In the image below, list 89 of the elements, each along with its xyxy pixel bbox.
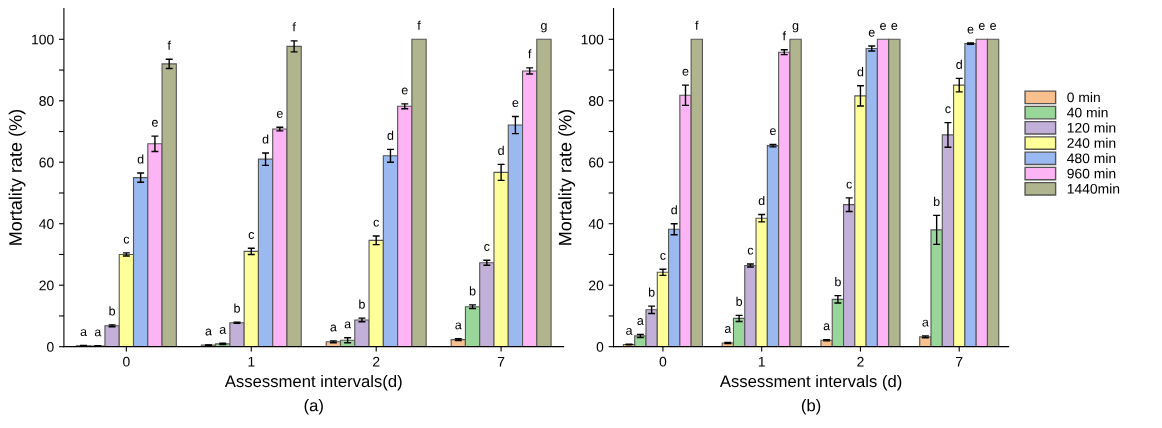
data-label: d: [262, 134, 269, 144]
data-label: a: [455, 322, 462, 330]
legend-label: 1440min: [1067, 183, 1120, 194]
data-label: d: [498, 145, 504, 155]
data-label: c: [484, 244, 490, 251]
y-tick-label: 100: [32, 34, 54, 45]
legend-label: 480 min: [1067, 153, 1116, 164]
data-label: d: [671, 205, 677, 215]
text: (a): [304, 399, 323, 415]
legend-label: 960 min: [1067, 168, 1116, 179]
y-axis-title: Mortality rate (%): [558, 110, 576, 245]
data-label: b: [469, 286, 476, 296]
data-label: e: [151, 119, 158, 127]
data-label: e: [512, 100, 519, 108]
data-label: f: [782, 31, 787, 41]
data-label: f: [695, 20, 699, 30]
data-label: a: [626, 327, 633, 335]
y-tick-label: 20: [39, 280, 54, 291]
legend-label: 120 min: [1067, 122, 1116, 133]
y-tick-label: 20: [589, 280, 604, 291]
y-tick-label: 0: [47, 342, 54, 352]
x-tick-label: 7: [497, 356, 505, 367]
legend-label: 40 min: [1067, 107, 1108, 118]
data-label: e: [868, 29, 875, 37]
x-tick-label: 2: [857, 356, 864, 367]
data-label: a: [205, 328, 212, 336]
data-label: c: [123, 236, 130, 244]
x-tick-label: 0: [123, 356, 130, 367]
y-tick-label: 40: [588, 219, 604, 229]
legend-label: 0 min: [1067, 92, 1100, 103]
data-label: a: [922, 319, 929, 327]
data-label: b: [359, 299, 365, 309]
data-label: a: [637, 318, 644, 325]
data-label: b: [234, 303, 240, 313]
data-label: f: [528, 49, 532, 59]
data-label: e: [401, 87, 408, 95]
data-label: e: [978, 23, 985, 30]
y-tick-label: 40: [39, 219, 54, 229]
data-label: b: [109, 306, 116, 316]
x-tick-label: 0: [659, 356, 667, 367]
data-label: e: [891, 23, 898, 30]
data-label: b: [835, 277, 841, 287]
data-label: a: [823, 323, 831, 331]
data-label: c: [660, 252, 666, 260]
data-label: a: [724, 326, 732, 333]
data-label: b: [933, 196, 940, 207]
y-tick-label: 60: [589, 157, 604, 168]
data-label: e: [770, 128, 776, 136]
text: (b): [801, 399, 821, 415]
x-axis-title: Assessment intervals(d): [224, 374, 402, 391]
data-label: c: [945, 106, 951, 114]
data-label: d: [956, 59, 962, 69]
data-label: g: [792, 23, 799, 33]
data-label: c: [373, 219, 379, 227]
data-label: a: [94, 329, 102, 337]
data-label: c: [248, 232, 255, 239]
data-label: d: [857, 67, 864, 77]
data-label: a: [330, 324, 337, 332]
data-label: c: [846, 181, 852, 189]
data-label: f: [417, 20, 421, 30]
y-tick-label: 60: [39, 157, 54, 168]
data-label: a: [344, 321, 352, 329]
data-label: d: [137, 154, 144, 164]
data-label: b: [736, 296, 743, 306]
data-label: e: [880, 23, 886, 30]
data-label: a: [80, 329, 88, 337]
x-axis-title: Assessment intervals (d): [719, 374, 902, 391]
y-tick-label: 80: [39, 96, 54, 106]
legend-label: 240 min: [1067, 137, 1116, 148]
data-label: e: [276, 110, 283, 118]
y-axis-title: Mortality rate (%): [8, 110, 26, 245]
data-label: f: [167, 40, 171, 50]
y-tick-label: 0: [596, 342, 604, 352]
x-tick-label: 1: [248, 356, 255, 367]
x-tick-label: 1: [758, 356, 765, 367]
x-tick-label: 7: [956, 356, 963, 367]
data-label: e: [990, 23, 997, 30]
data-label: a: [219, 327, 227, 334]
data-label: b: [648, 287, 655, 297]
data-label: e: [682, 68, 689, 76]
x-tick-label: 2: [373, 356, 380, 367]
data-label: f: [292, 22, 296, 32]
y-tick-label: 100: [581, 34, 604, 45]
data-label: e: [967, 26, 974, 34]
y-tick-label: 80: [588, 96, 604, 106]
data-label: d: [758, 195, 765, 206]
data-label: g: [540, 23, 547, 33]
data-label: c: [747, 247, 754, 255]
data-label: d: [387, 130, 394, 140]
